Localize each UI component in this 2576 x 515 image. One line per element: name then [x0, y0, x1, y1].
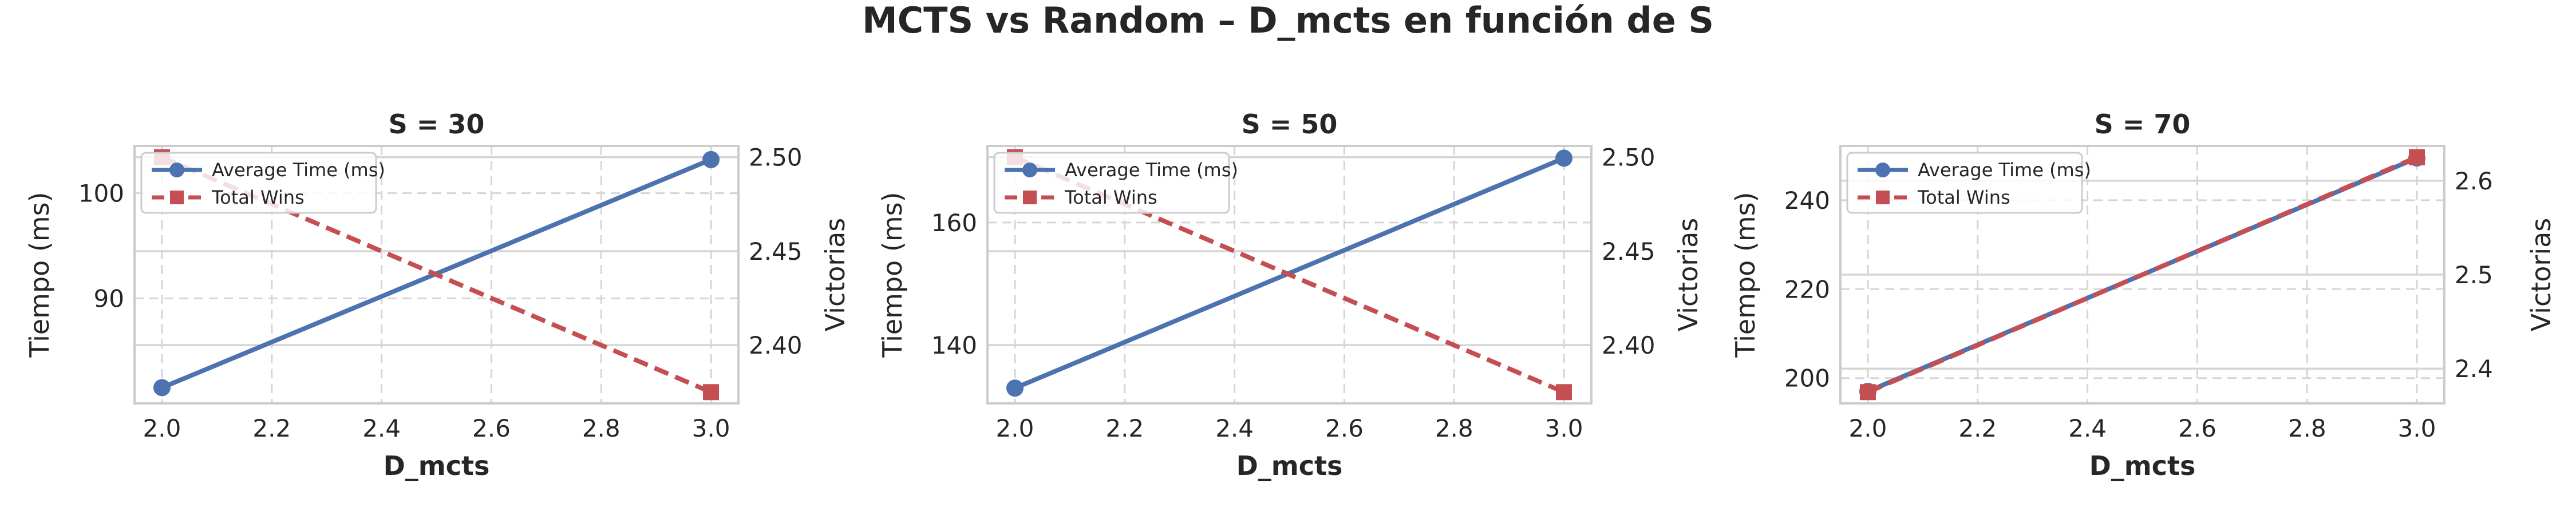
y-right-tick-label-0: 2.4: [2455, 355, 2493, 383]
y-right-tick-label-0: 2.40: [1602, 331, 1656, 359]
legend-marker-2: [1876, 191, 1890, 204]
y-right-tick-label-1: 2.5: [2455, 261, 2493, 289]
x-tick-label-2: 2.4: [362, 414, 401, 442]
x-tick-label-0: 2.0: [996, 414, 1034, 442]
y-left-tick-label-2: 240: [1784, 187, 1830, 215]
legend-label-1: Average Time (ms): [212, 159, 385, 181]
series-1-point-1: [1555, 149, 1573, 167]
y-right-tick-label-2: 2.50: [1602, 144, 1656, 172]
y-right-tick-label-2: 2.6: [2455, 167, 2493, 195]
chart-panel-1: 2.0 2.2 2.4 2.6 2.8 3.0 90 100 2.40 2.45 2.50 S = 3…: [24, 109, 851, 481]
y-left-tick-label-1: 220: [1784, 275, 1830, 303]
legend-marker-2: [170, 191, 184, 204]
x-axis-label: D_mcts: [1236, 450, 1343, 481]
y-right-tick-label-1: 2.45: [749, 237, 803, 266]
panel-title: S = 50: [1242, 109, 1338, 140]
figure-title: MCTS vs Random – D_mcts en función de S: [862, 0, 1714, 41]
series-2-point-1: [2409, 149, 2425, 165]
legend: Average Time (ms) Total Wins: [140, 152, 385, 214]
x-tick-label-3: 2.6: [1325, 414, 1364, 442]
y-right-tick-label-1: 2.45: [1602, 237, 1656, 266]
x-axis-label: D_mcts: [2089, 450, 2196, 481]
y-left-axis-label: Tiempo (ms): [1730, 192, 1761, 358]
x-tick-label-3: 2.6: [2178, 414, 2217, 442]
x-tick-label-3: 2.6: [472, 414, 511, 442]
x-tick-label-0: 2.0: [143, 414, 181, 442]
series-1-point-1: [702, 150, 720, 168]
y-right-axis-label: Victorias: [820, 218, 851, 332]
y-left-tick-label-0: 90: [94, 284, 124, 312]
y-left-tick-label-0: 200: [1784, 365, 1830, 393]
y-left-tick-label-1: 160: [931, 209, 977, 237]
x-tick-label-5: 3.0: [692, 414, 730, 442]
series-2-point-1: [1556, 384, 1573, 401]
legend-marker-1: [1875, 163, 1890, 177]
legend-marker-1: [1022, 163, 1037, 177]
y-right-tick-label-2: 2.50: [749, 144, 803, 172]
series-2-point-1: [703, 384, 720, 401]
x-tick-label-0: 2.0: [1849, 414, 1887, 442]
plot-frame: [133, 145, 740, 405]
y-left-axis-label: Tiempo (ms): [24, 192, 55, 358]
plot-frame: [986, 145, 1593, 405]
y-right-tick-label-0: 2.40: [749, 331, 803, 359]
x-tick-label-4: 2.8: [1435, 414, 1473, 442]
x-tick-label-1: 2.2: [1958, 414, 1997, 442]
legend-label-1: Average Time (ms): [1065, 159, 1238, 181]
legend-marker-2: [1023, 191, 1037, 204]
x-tick-label-2: 2.4: [2068, 414, 2107, 442]
y-left-axis-label: Tiempo (ms): [877, 192, 908, 358]
x-tick-label-4: 2.8: [582, 414, 621, 442]
y-right-axis-label: Victorias: [2526, 218, 2557, 332]
series-2-point-0: [1859, 384, 1876, 401]
series-1-point-0: [1006, 379, 1024, 397]
x-tick-label-1: 2.2: [1105, 414, 1144, 442]
y-left-tick-label-1: 100: [78, 180, 124, 208]
y-right-axis-label: Victorias: [1673, 218, 1704, 332]
chart-panel-2: 2.0 2.2 2.4 2.6 2.8 3.0 140 160 2.40 2.45 2.50 S = …: [877, 109, 1704, 481]
x-axis-label: D_mcts: [384, 450, 490, 481]
legend: Average Time (ms) Total Wins: [1846, 152, 2091, 214]
y-left-tick-label-0: 140: [931, 331, 977, 359]
x-tick-label-2: 2.4: [1215, 414, 1254, 442]
legend-label-2: Total Wins: [1917, 187, 2010, 208]
chart-panel-3: 2.0 2.2 2.4 2.6 2.8 3.0 200 220 240 2.4 2.5 2.6 S = …: [1730, 109, 2557, 481]
x-tick-label-5: 3.0: [1545, 414, 1583, 442]
panel-title: S = 70: [2095, 109, 2191, 140]
legend: Average Time (ms) Total Wins: [993, 152, 1238, 214]
series-line-2: [1867, 155, 2418, 394]
legend-label-2: Total Wins: [1064, 187, 1157, 208]
x-tick-label-5: 3.0: [2398, 414, 2436, 442]
legend-label-1: Average Time (ms): [1918, 159, 2091, 181]
x-tick-label-4: 2.8: [2288, 414, 2326, 442]
series-1-point-0: [153, 379, 171, 397]
plot-frame: [1839, 145, 2445, 405]
legend-label-2: Total Wins: [211, 187, 305, 208]
panel-title: S = 30: [389, 109, 485, 140]
legend-marker-1: [169, 163, 184, 177]
x-tick-label-1: 2.2: [252, 414, 291, 442]
